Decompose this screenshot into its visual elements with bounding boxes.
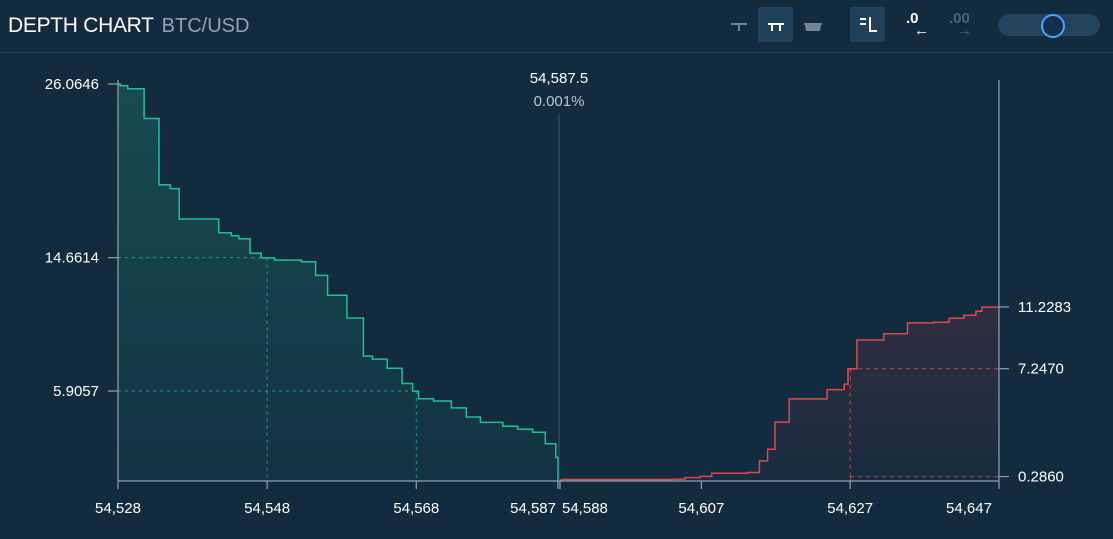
arrow-right-icon: → xyxy=(957,22,972,39)
solid-bars-view-button[interactable] xyxy=(795,7,830,42)
double-bars-icon xyxy=(767,22,784,31)
ask-x-tick-label: 54,588 xyxy=(562,500,608,517)
bid-x-tick-label: 54,548 xyxy=(244,500,290,517)
bid-y-tick-label: 5.9057 xyxy=(53,383,99,400)
ladder-icon xyxy=(859,16,877,32)
bid-y-tick-label: 26.0646 xyxy=(45,76,99,93)
ask-x-tick-label: 54,607 xyxy=(678,500,724,517)
chart-title: DEPTH CHART xyxy=(8,14,154,37)
zoom-slider[interactable] xyxy=(998,14,1100,38)
bid-x-tick-label: 54,528 xyxy=(95,500,141,517)
spread-label: 0.001% xyxy=(534,93,585,110)
header-bar: DEPTH CHART BTC/USD xyxy=(0,0,1113,53)
thin-bars-view-button[interactable] xyxy=(721,7,756,42)
bid-x-tick-label: 54,587 xyxy=(510,500,556,517)
decrease-decimals-button[interactable]: .0 ← xyxy=(902,8,932,42)
ask-depth-line xyxy=(559,306,999,481)
bid-y-tick-label: 14.6614 xyxy=(45,250,99,267)
ask-x-tick-label: 54,647 xyxy=(946,500,992,517)
solid-bars-icon xyxy=(803,22,822,31)
bid-depth-line xyxy=(118,83,559,481)
decimal-more-label: .00 xyxy=(949,10,970,27)
ask-y-tick-label: 0.2860 xyxy=(1018,469,1064,486)
ask-x-tick-label: 54,627 xyxy=(827,500,873,517)
trading-pair: BTC/USD xyxy=(161,14,250,37)
bid-depth-area xyxy=(118,84,558,481)
depth-chart: 26.0646 14.6614 5.9057 11.2283 7.2470 0.2860 5… xyxy=(45,70,1071,517)
ladder-view-button[interactable] xyxy=(850,7,885,42)
mid-price-label: 54,587.5 xyxy=(530,70,588,87)
bid-x-tick-label: 54,568 xyxy=(393,500,439,517)
ask-y-tick-label: 7.2470 xyxy=(1018,361,1064,378)
decimal-less-label: .0 xyxy=(906,10,919,27)
ask-depth-area xyxy=(560,307,999,481)
ask-y-tick-label: 11.2283 xyxy=(1018,299,1071,316)
arrow-left-icon: ← xyxy=(914,22,929,39)
increase-decimals-button[interactable]: .00 → xyxy=(945,8,975,42)
zoom-slider-handle[interactable] xyxy=(1041,14,1065,38)
thin-bars-icon xyxy=(730,22,747,31)
double-bars-view-button[interactable] xyxy=(758,7,793,42)
